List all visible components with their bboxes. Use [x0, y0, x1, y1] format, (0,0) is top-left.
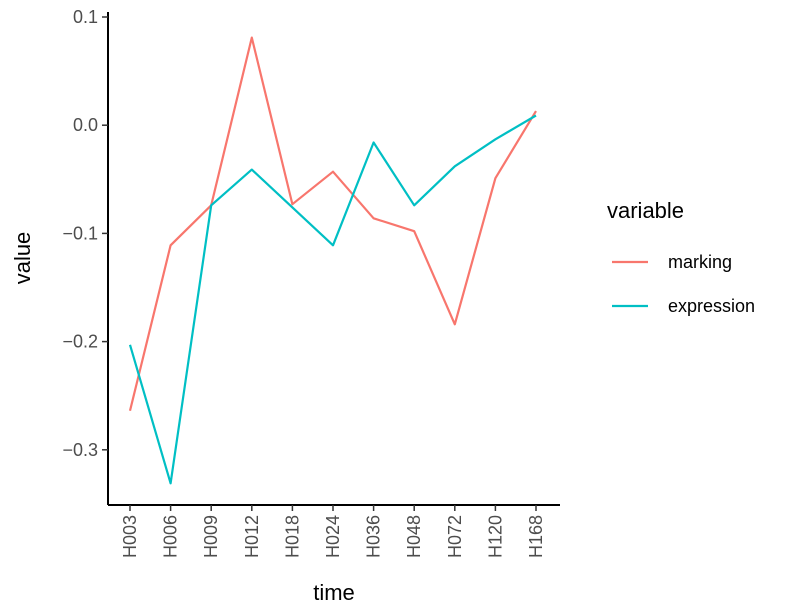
- y-tick-label: 0.0: [73, 115, 98, 135]
- legend-items: marking expression: [612, 252, 755, 316]
- y-tick-label: 0.1: [73, 7, 98, 27]
- x-tick-label: H024: [323, 515, 343, 558]
- y-axis-ticks: 0.1 0.0 −0.1 −0.2 −0.3: [62, 7, 108, 460]
- x-tick-label: H006: [161, 515, 181, 558]
- x-tick-label: H003: [120, 515, 140, 558]
- x-tick-label: H120: [485, 515, 505, 558]
- y-tick-label: −0.1: [62, 223, 98, 243]
- x-axis-title: time: [313, 580, 355, 605]
- x-tick-label: H168: [526, 515, 546, 558]
- y-axis-title: value: [10, 232, 35, 285]
- x-tick-label: H012: [242, 515, 262, 558]
- x-axis-ticks: H003 H006 H009 H012 H018 H024 H036 H048 H072 H120…: [120, 505, 546, 558]
- y-tick-label: −0.2: [62, 332, 98, 352]
- y-tick-label: −0.3: [62, 440, 98, 460]
- series-line-marking: [128, 36, 537, 412]
- x-tick-label: H072: [445, 515, 465, 558]
- x-tick-label: H036: [364, 515, 384, 558]
- x-tick-label: H009: [201, 515, 221, 558]
- series-line-expression: [128, 114, 537, 485]
- x-tick-label: H018: [282, 515, 302, 558]
- legend-label-marking: marking: [668, 252, 732, 272]
- legend-label-expression: expression: [668, 296, 755, 316]
- plot-lines: [128, 36, 537, 485]
- legend-title: variable: [607, 198, 684, 223]
- x-tick-label: H048: [404, 515, 424, 558]
- legend: variable marking expression: [607, 198, 755, 316]
